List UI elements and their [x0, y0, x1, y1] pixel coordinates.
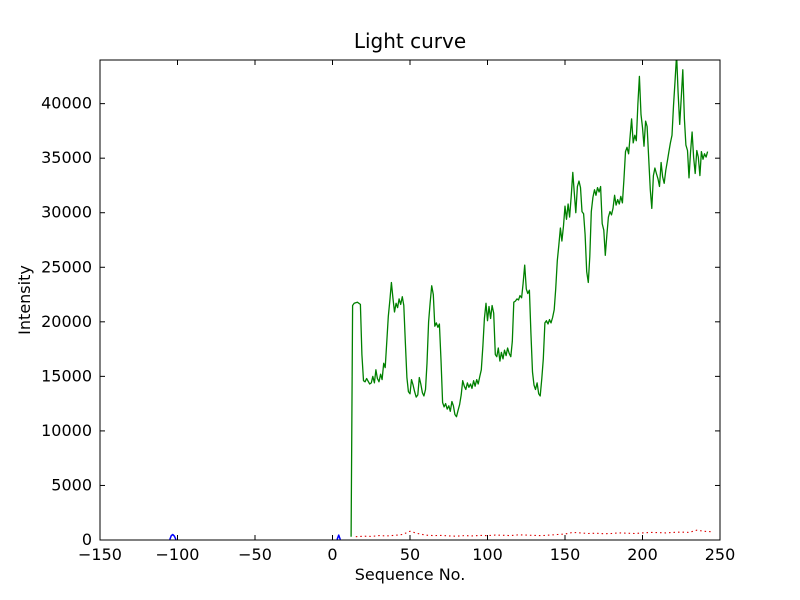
plot-area: −150 −100 −50 0 50 100 150 200 250 0 5000 10000 1500…	[41, 60, 736, 564]
main-intensity-line	[350, 60, 709, 537]
chart-title: Light curve	[354, 29, 466, 53]
y-tick-label: 20000	[41, 312, 92, 331]
y-tick-label: 40000	[41, 94, 92, 113]
x-tick-label: 100	[472, 545, 503, 564]
x-tick-label: 250	[705, 545, 736, 564]
x-tick-label: 50	[400, 545, 420, 564]
y-tick-label: 5000	[51, 475, 92, 494]
blue-marker-left-line	[169, 533, 177, 540]
y-tick-label: 10000	[41, 421, 92, 440]
x-tick-label: 0	[327, 545, 337, 564]
x-axis-label: Sequence No.	[355, 565, 466, 584]
x-tick-label: −100	[156, 545, 200, 564]
y-axis-label: Intensity	[15, 265, 34, 335]
y-tick-label: 35000	[41, 148, 92, 167]
y-tick-label: 0	[82, 530, 92, 549]
x-tick-label: 150	[550, 545, 581, 564]
y-tick-label: 30000	[41, 203, 92, 222]
x-tick-label: 200	[627, 545, 658, 564]
blue-marker-origin-line	[336, 534, 342, 540]
plot-frame	[99, 59, 721, 541]
x-tick-label: −150	[78, 545, 122, 564]
y-tick-label: 15000	[41, 366, 92, 385]
x-tick-label: −50	[238, 545, 272, 564]
y-tick-label: 25000	[41, 257, 92, 276]
